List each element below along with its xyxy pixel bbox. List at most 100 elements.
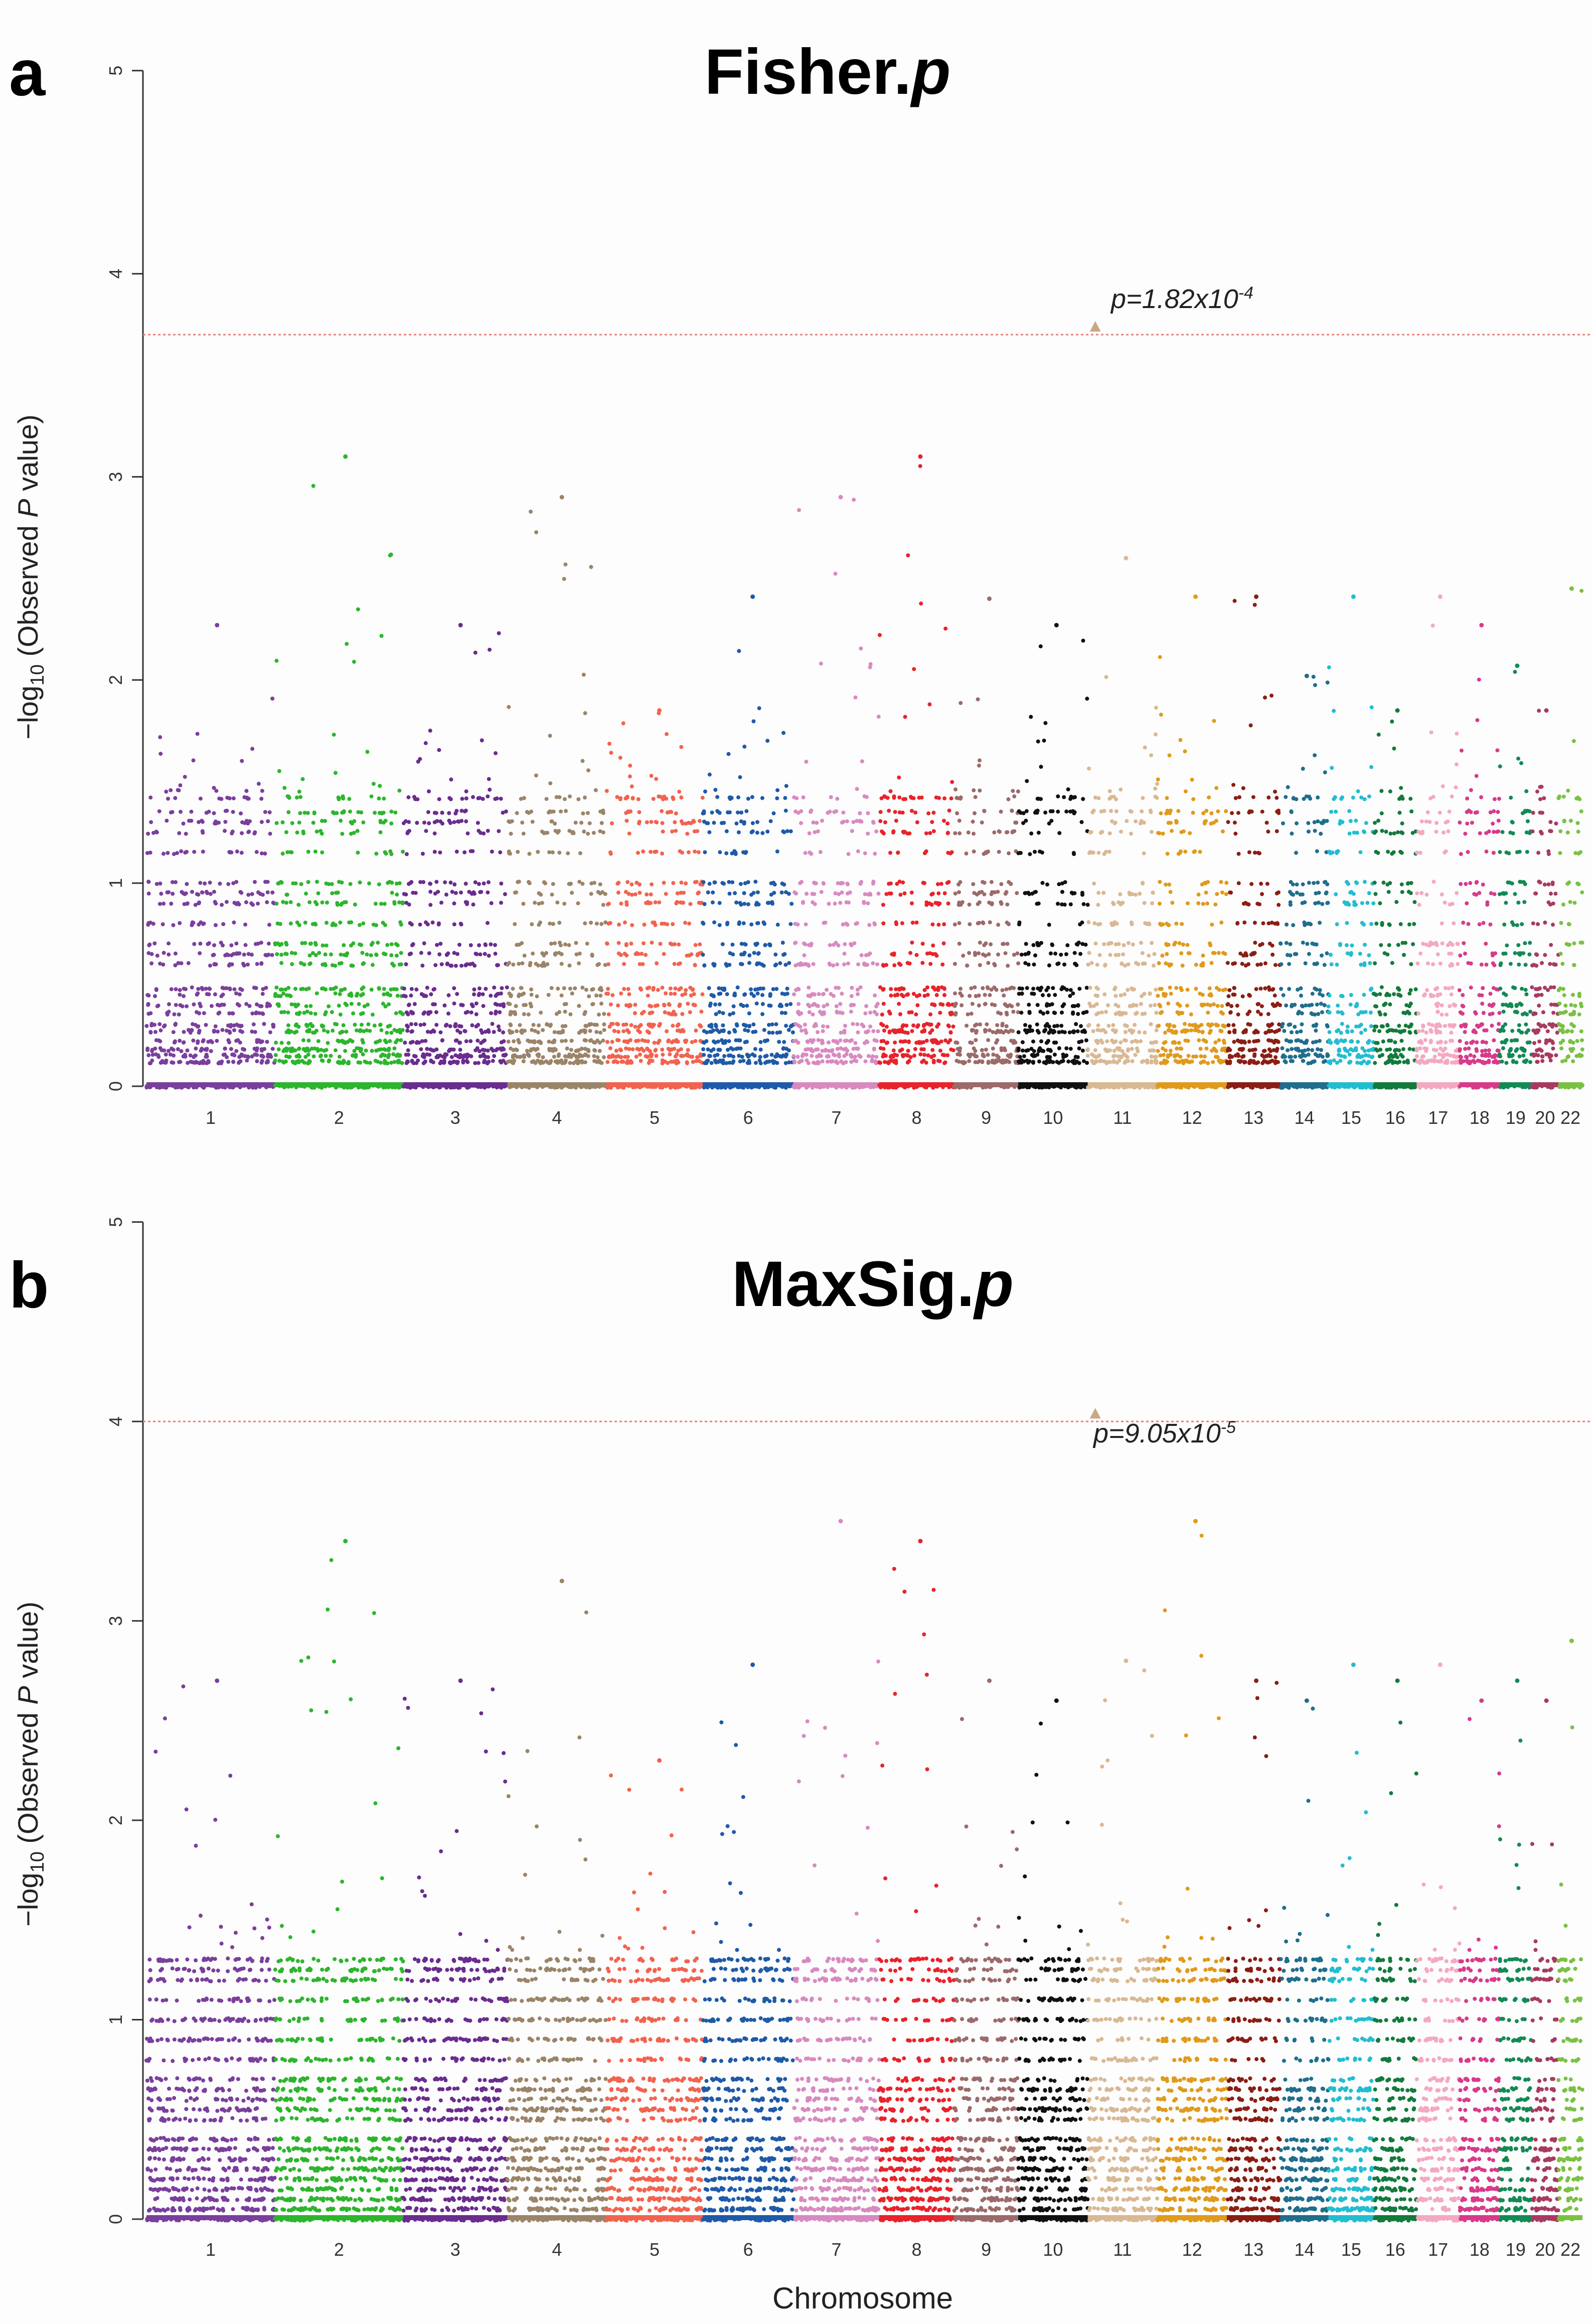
point xyxy=(586,1054,590,1058)
point xyxy=(313,953,318,957)
point xyxy=(752,993,756,998)
point xyxy=(645,892,649,897)
point xyxy=(1000,988,1005,992)
point xyxy=(246,962,250,967)
point xyxy=(931,829,936,833)
point xyxy=(303,920,307,925)
point xyxy=(434,1083,439,1087)
point xyxy=(177,831,182,835)
point xyxy=(273,1083,277,1088)
point xyxy=(562,576,566,581)
point xyxy=(561,1030,565,1035)
point xyxy=(994,1058,999,1063)
point xyxy=(288,921,293,926)
point xyxy=(946,880,951,884)
point xyxy=(392,1028,397,1032)
point xyxy=(1072,852,1076,856)
point xyxy=(397,788,402,793)
point xyxy=(845,819,849,823)
point xyxy=(302,1010,306,1015)
point xyxy=(1076,1003,1080,1008)
point xyxy=(1037,1059,1041,1064)
point xyxy=(1020,1040,1025,1045)
point xyxy=(989,892,994,897)
point xyxy=(1051,1060,1055,1065)
point xyxy=(378,830,383,834)
point xyxy=(638,1030,642,1035)
point xyxy=(821,1024,826,1029)
point xyxy=(910,940,914,945)
point xyxy=(549,941,554,946)
point xyxy=(736,1046,740,1051)
point xyxy=(258,1084,262,1088)
point xyxy=(501,1046,505,1051)
point xyxy=(311,1054,316,1059)
point xyxy=(256,782,261,786)
point xyxy=(829,1059,833,1064)
point xyxy=(463,963,468,967)
point xyxy=(568,1061,572,1065)
point xyxy=(153,1052,158,1057)
point xyxy=(361,820,366,825)
point xyxy=(622,951,627,956)
point xyxy=(425,985,429,990)
point xyxy=(999,809,1003,814)
point xyxy=(864,1039,869,1044)
point xyxy=(640,951,644,956)
point xyxy=(898,1049,902,1053)
point xyxy=(952,962,957,966)
point xyxy=(422,820,426,825)
point xyxy=(254,986,258,990)
point xyxy=(181,1041,186,1045)
point xyxy=(539,893,543,897)
point xyxy=(446,993,451,997)
point xyxy=(537,1023,541,1028)
point xyxy=(185,882,189,886)
point xyxy=(459,963,464,968)
point xyxy=(604,789,609,793)
point xyxy=(973,1060,978,1065)
point xyxy=(189,818,194,823)
point xyxy=(472,992,476,996)
point xyxy=(492,985,497,990)
point xyxy=(350,821,354,826)
point xyxy=(240,1053,244,1057)
point xyxy=(448,797,453,801)
baseline-band xyxy=(606,1082,703,1087)
point xyxy=(940,962,945,967)
point xyxy=(480,738,484,743)
point xyxy=(301,831,306,835)
point xyxy=(224,900,229,904)
point xyxy=(850,1083,855,1087)
point xyxy=(313,1011,317,1016)
point xyxy=(1035,902,1039,906)
point xyxy=(178,1039,182,1043)
point xyxy=(359,810,364,815)
point xyxy=(971,819,975,824)
point xyxy=(804,1048,808,1052)
point xyxy=(146,923,150,927)
point xyxy=(893,1040,897,1045)
point xyxy=(263,810,267,814)
point xyxy=(589,565,593,569)
point xyxy=(537,1039,542,1044)
point xyxy=(889,987,893,991)
point xyxy=(560,1039,564,1043)
point xyxy=(473,1084,477,1088)
point xyxy=(1072,951,1077,955)
point xyxy=(653,1003,658,1008)
point xyxy=(427,951,431,955)
point xyxy=(378,784,382,788)
point xyxy=(839,881,843,886)
point xyxy=(150,1049,154,1053)
point xyxy=(406,795,411,800)
point xyxy=(315,880,320,884)
point xyxy=(380,1052,385,1057)
x-tick-label: 7 xyxy=(832,1107,842,1128)
point xyxy=(839,1031,843,1035)
point xyxy=(273,1053,278,1057)
point xyxy=(912,667,916,671)
point xyxy=(284,830,288,834)
point xyxy=(493,943,498,947)
point xyxy=(1020,991,1024,996)
